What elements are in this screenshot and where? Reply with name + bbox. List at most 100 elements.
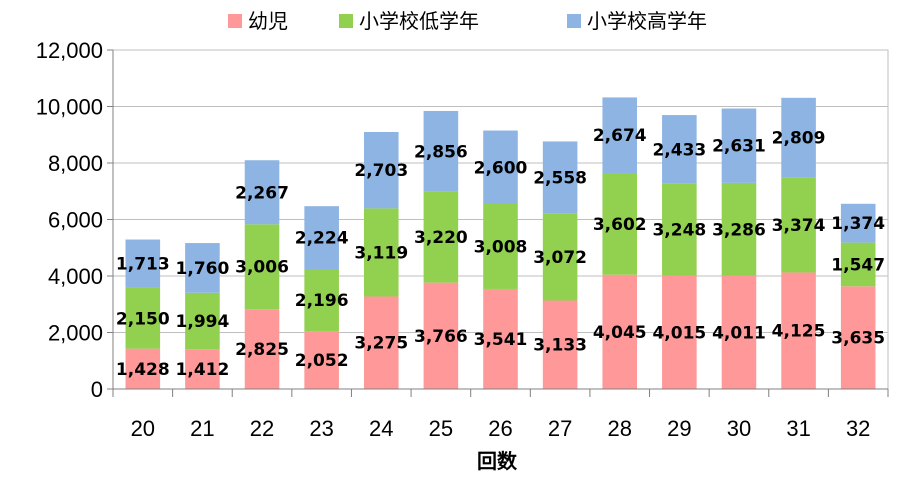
data-label: 2,267: [235, 183, 289, 203]
bar-segment: [721, 275, 757, 389]
x-tick-label: 31: [786, 416, 810, 441]
bars: [125, 97, 876, 389]
data-label: 3,766: [414, 327, 468, 347]
data-label: 3,008: [474, 237, 528, 257]
y-tick-label: 2,000: [48, 321, 103, 346]
bar-segment: [721, 108, 757, 183]
bar-segment: [304, 331, 339, 389]
data-label: 1,713: [116, 255, 170, 275]
data-label: 3,133: [533, 336, 587, 356]
bar-segment: [185, 243, 220, 293]
bar-segment: [363, 208, 399, 297]
data-label: 2,196: [295, 291, 349, 311]
bar-segment: [602, 274, 638, 389]
x-tick-label: 32: [846, 416, 870, 441]
data-label: 1,547: [831, 255, 885, 275]
y-tick-label: 4,000: [48, 264, 103, 289]
bar-segment: [483, 130, 518, 204]
bar-segment: [423, 110, 459, 192]
x-tick-label: 25: [429, 416, 453, 441]
bar-segment: [423, 191, 459, 283]
bar-segment: [542, 300, 578, 389]
y-tick-label: 10,000: [36, 95, 103, 120]
bar-segment: [363, 132, 399, 209]
data-label: 2,631: [712, 137, 766, 157]
y-tick-label: 0: [91, 377, 103, 402]
data-label: 4,015: [652, 323, 706, 343]
bar-segment: [602, 172, 638, 275]
bar-segment: [840, 242, 876, 287]
bar-segment: [125, 239, 161, 288]
y-tick-label: 8,000: [48, 151, 103, 176]
x-tick-label: 26: [488, 416, 512, 441]
data-label: 4,045: [593, 323, 647, 343]
data-label: 1,994: [176, 312, 230, 332]
data-label: 2,674: [593, 126, 647, 146]
bar-segment: [244, 160, 280, 225]
bar-segment: [662, 115, 697, 184]
legend-swatch: [228, 14, 242, 28]
data-label: 4,011: [712, 323, 766, 343]
legend-swatch: [339, 14, 353, 28]
bar-segment: [542, 141, 578, 214]
bar-segment: [840, 286, 876, 389]
data-label: 2,825: [235, 340, 289, 360]
bar-segment: [423, 282, 459, 389]
data-label: 3,635: [831, 329, 885, 349]
legend-label: 小学校低学年: [359, 9, 479, 33]
data-label: 2,809: [772, 128, 826, 148]
bar-segment: [781, 272, 816, 389]
x-tick-label: 20: [131, 416, 155, 441]
x-tick-label: 24: [369, 416, 393, 441]
data-label: 3,248: [652, 221, 706, 241]
y-axis: 0 2,000 4,000 6,000 8,000 10,000 12,000: [36, 38, 114, 402]
data-label: 3,275: [354, 334, 408, 354]
bar-segment: [185, 292, 220, 350]
data-labels: 1,428 2,150 1,713 1,412 1,994 1,760 2,825 3,006…: [116, 126, 885, 380]
bar-segment: [363, 296, 399, 389]
bar-segment: [662, 183, 697, 276]
bar-segment: [244, 309, 280, 389]
data-label: 3,541: [474, 330, 528, 350]
bar-segment: [185, 349, 220, 389]
bar-segment: [781, 177, 816, 273]
data-label: 2,433: [652, 140, 706, 160]
bar-segment: [125, 287, 161, 349]
data-label: 1,760: [176, 259, 230, 279]
data-label: 2,150: [116, 309, 170, 329]
x-tick-label: 27: [548, 416, 572, 441]
bar-segment: [721, 182, 757, 276]
bar-segment: [840, 203, 876, 243]
bar-segment: [602, 97, 638, 173]
data-label: 3,602: [593, 215, 647, 235]
x-axis-title: 回数: [477, 449, 518, 473]
x-tick-label: 21: [190, 416, 214, 441]
x-tick-label: 22: [250, 416, 274, 441]
data-label: 2,558: [533, 169, 587, 189]
bar-segment: [483, 288, 518, 389]
legend-label: 幼児: [248, 9, 288, 33]
x-axis: 20 21 22 23 24 25 26 27 28 29 30 31 32: [112, 388, 889, 441]
bar-segment: [781, 97, 816, 178]
data-label: 3,286: [712, 220, 766, 240]
data-label: 1,412: [176, 360, 230, 380]
bar-segment: [244, 224, 280, 310]
legend-swatch: [567, 14, 581, 28]
data-label: 1,374: [831, 214, 885, 234]
data-label: 2,224: [295, 229, 349, 249]
bar-segment: [304, 268, 339, 332]
data-label: 2,600: [474, 158, 528, 178]
x-tick-label: 30: [727, 416, 751, 441]
x-tick-label: 29: [667, 416, 691, 441]
y-tick-label: 12,000: [36, 38, 103, 63]
x-tick-label: 23: [309, 416, 333, 441]
data-label: 2,052: [295, 351, 349, 371]
data-label: 3,374: [772, 216, 826, 236]
data-label: 3,119: [354, 243, 408, 263]
data-label: 2,703: [354, 161, 408, 181]
legend: 幼児 小学校低学年 小学校高学年: [228, 9, 707, 33]
data-label: 1,428: [116, 360, 170, 380]
bar-segment: [304, 206, 339, 269]
y-tick-label: 6,000: [48, 208, 103, 233]
